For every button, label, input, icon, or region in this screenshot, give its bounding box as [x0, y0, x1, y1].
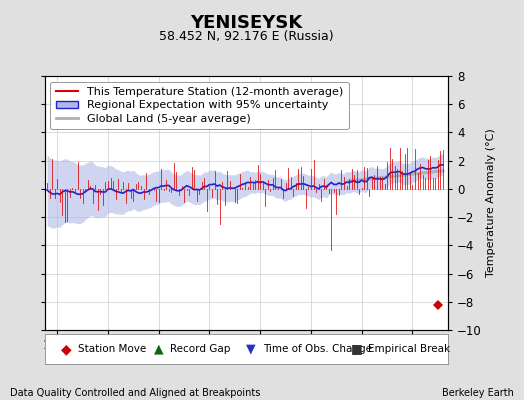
Legend: This Temperature Station (12-month average), Regional Expectation with 95% uncer: This Temperature Station (12-month avera…: [50, 82, 348, 129]
Text: ▼: ▼: [246, 342, 256, 356]
Y-axis label: Temperature Anomaly (°C): Temperature Anomaly (°C): [486, 129, 496, 277]
Text: ■: ■: [351, 342, 363, 356]
Text: Empirical Break: Empirical Break: [368, 344, 450, 354]
Text: Time of Obs. Change: Time of Obs. Change: [263, 344, 372, 354]
Text: YENISEYSK: YENISEYSK: [190, 14, 302, 32]
Text: Station Move: Station Move: [78, 344, 146, 354]
Text: ◆: ◆: [61, 342, 71, 356]
Text: Record Gap: Record Gap: [170, 344, 231, 354]
Text: Berkeley Earth: Berkeley Earth: [442, 388, 514, 398]
Text: ▲: ▲: [154, 342, 163, 356]
Text: 58.452 N, 92.176 E (Russia): 58.452 N, 92.176 E (Russia): [159, 30, 334, 43]
Text: Data Quality Controlled and Aligned at Breakpoints: Data Quality Controlled and Aligned at B…: [10, 388, 261, 398]
